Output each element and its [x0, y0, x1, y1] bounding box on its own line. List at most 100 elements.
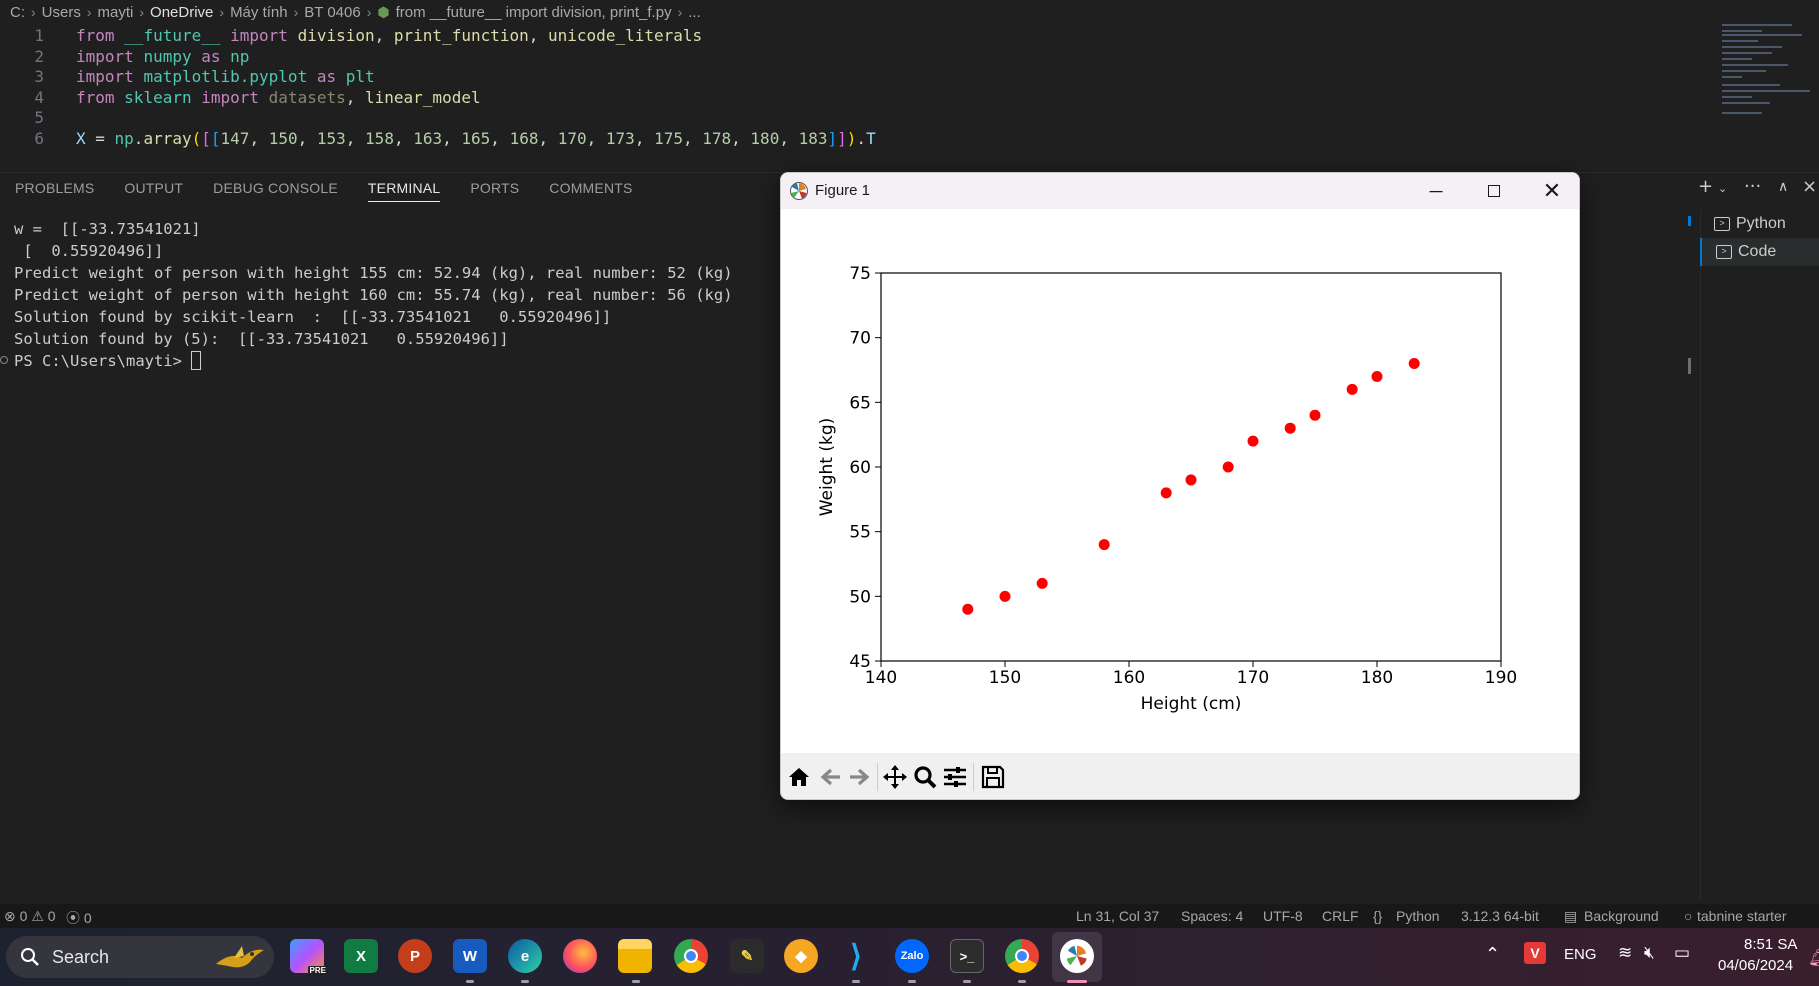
tabnine-status[interactable]: tabnine starter — [1697, 908, 1787, 924]
pan-icon[interactable] — [881, 763, 909, 791]
new-terminal-icon[interactable]: + — [1698, 176, 1714, 197]
home-icon[interactable] — [785, 763, 813, 791]
edge-icon[interactable]: e — [508, 939, 542, 973]
paint-tool-icon[interactable]: ✎ — [730, 939, 764, 973]
code-token: , — [374, 26, 394, 45]
plot-canvas[interactable]: 140 150 160 170 180 190 45 50 55 60 65 70 75 Height (… — [781, 209, 1579, 753]
indentation-status[interactable]: Spaces: 4 — [1181, 908, 1244, 924]
taskbar-search[interactable]: Search — [6, 936, 274, 978]
figure-window[interactable]: Figure 1 ─ ✕ 140 150 160 170 180 190 45 50 55 60 6… — [780, 172, 1580, 800]
input-language[interactable]: ENG — [1564, 946, 1597, 963]
code-text: from __future__ import division, print_f… — [76, 24, 702, 48]
tab-problems[interactable]: PROBLEMS — [15, 180, 95, 196]
file-explorer-icon[interactable] — [618, 939, 652, 973]
python-interpreter[interactable]: 3.12.3 64-bit — [1461, 908, 1539, 924]
chrome-profile-icon[interactable] — [1005, 939, 1039, 973]
code-line[interactable]: 2 import numpy as np — [0, 45, 1700, 69]
code-line[interactable]: 4 from sklearn import datasets, linear_mo… — [0, 86, 1700, 110]
background-status[interactable]: Background — [1584, 908, 1659, 924]
terminal-item-code[interactable]: > Code — [1700, 238, 1819, 266]
cursor-position[interactable]: Ln 31, Col 37 — [1076, 908, 1160, 924]
data-point — [1371, 370, 1383, 382]
code-token: as — [307, 67, 346, 87]
terminal-output[interactable]: w = [[-33.73541021] [ 0.55920496]] Predic… — [14, 218, 733, 372]
code-line[interactable]: 3 import matplotlib.pyplot as plt — [0, 65, 1700, 89]
forward-arrow-icon[interactable] — [845, 763, 873, 791]
clock-time[interactable]: 8:51 SA — [1744, 936, 1798, 953]
volume-muted-icon[interactable]: 🔇︎ — [1644, 943, 1655, 962]
code-editor[interactable]: 1 from __future__ import division, print_… — [0, 24, 1819, 172]
excel-icon[interactable]: X — [344, 939, 378, 973]
maximize-panel-icon[interactable]: ∧ — [1778, 179, 1789, 195]
vscode-icon[interactable]: ⟩ — [850, 939, 862, 973]
firefox-icon[interactable] — [563, 939, 597, 973]
powerpoint-icon[interactable]: P — [398, 939, 432, 973]
code-token: ) — [846, 129, 857, 148]
more-actions-icon[interactable]: ··· — [1744, 176, 1762, 197]
save-icon[interactable] — [979, 763, 1007, 791]
copilot-icon[interactable]: PRE — [290, 939, 328, 975]
close-panel-icon[interactable]: × — [1802, 176, 1818, 197]
problems-status[interactable]: ⊗ 0 ⚠ 0 — [4, 908, 56, 925]
code-line[interactable]: 1 from __future__ import division, print_… — [0, 24, 1700, 48]
figure-titlebar[interactable]: Figure 1 ─ ✕ — [781, 173, 1579, 209]
toolbar-separator — [973, 763, 974, 791]
terminal-cursor[interactable] — [191, 351, 202, 370]
battery-icon[interactable]: ▭ — [1674, 943, 1691, 962]
breadcrumb-item[interactable]: C: — [10, 3, 25, 21]
breadcrumb: C: › Users › mayti › OneDrive › Máy tính › BT 0406… — [0, 0, 1819, 24]
code-line[interactable]: 5 — [0, 106, 1700, 130]
maximize-button[interactable] — [1465, 173, 1523, 209]
notification-bell-icon[interactable]: 🔔︎ — [1808, 950, 1819, 967]
vpn-icon[interactable]: ◆ — [784, 939, 818, 973]
chevron-up-icon[interactable]: ⌃ — [1485, 944, 1501, 964]
breadcrumb-item[interactable]: mayti — [97, 3, 134, 21]
error-icon: ⊗ — [4, 908, 16, 924]
close-button[interactable]: ✕ — [1542, 178, 1562, 203]
word-icon[interactable]: W — [453, 939, 487, 973]
tab-debug-console[interactable]: DEBUG CONSOLE — [213, 180, 338, 196]
y-tick-label: 70 — [849, 329, 871, 349]
code-token: plt — [345, 67, 375, 87]
encoding-status[interactable]: UTF-8 — [1263, 908, 1303, 924]
terminal-line: Predict weight of person with height 155… — [14, 264, 733, 282]
chrome-icon[interactable] — [674, 939, 708, 973]
figure-title: Figure 1 — [815, 182, 871, 199]
language-mode[interactable]: Python — [1396, 908, 1440, 924]
terminal-item-python[interactable]: > Python — [1700, 210, 1819, 238]
matplotlib-icon — [790, 182, 808, 200]
code-token: 178 — [702, 129, 732, 148]
code-token: , — [528, 26, 549, 45]
tab-output[interactable]: OUTPUT — [124, 180, 184, 196]
zoom-icon[interactable] — [911, 763, 939, 791]
chevron-down-icon[interactable]: ⌄ — [1718, 182, 1728, 195]
breadcrumb-more[interactable]: ... — [688, 3, 701, 21]
panel-actions: + ⌄ ··· ∧ × — [1698, 176, 1819, 202]
clock-date[interactable]: 04/06/2024 — [1718, 957, 1794, 974]
back-arrow-icon[interactable] — [817, 763, 845, 791]
breadcrumb-item[interactable]: OneDrive — [150, 3, 214, 21]
tab-ports[interactable]: PORTS — [470, 180, 520, 196]
eol-status[interactable]: CRLF — [1322, 908, 1359, 924]
zalo-icon[interactable]: Zalo — [895, 939, 929, 973]
y-tick-label: 45 — [849, 652, 871, 672]
terminal-app-icon[interactable]: >_ — [950, 939, 984, 973]
matplotlib-app-icon[interactable] — [1060, 939, 1094, 973]
data-point — [1346, 383, 1358, 395]
configure-subplots-icon[interactable] — [941, 763, 969, 791]
tab-comments[interactable]: COMMENTS — [549, 180, 633, 196]
breadcrumb-item[interactable]: Máy tính — [230, 3, 288, 21]
minimize-button[interactable]: ─ — [1429, 180, 1443, 201]
code-token: 147 — [220, 129, 250, 148]
tab-terminal[interactable]: TERMINAL — [367, 176, 441, 202]
data-point — [1036, 577, 1048, 589]
breadcrumb-item[interactable]: BT 0406 — [304, 3, 361, 21]
unikey-icon[interactable]: V — [1524, 942, 1546, 964]
breadcrumb-file[interactable]: from __future__ import division, print_f… — [395, 3, 672, 21]
breadcrumb-item[interactable]: Users — [41, 3, 81, 21]
wifi-icon[interactable]: ≋ — [1618, 943, 1633, 962]
ports-status[interactable]: ⦿ 0 — [66, 908, 92, 928]
scrollbar-thumb[interactable] — [1688, 358, 1691, 374]
minimap[interactable] — [1720, 22, 1810, 132]
